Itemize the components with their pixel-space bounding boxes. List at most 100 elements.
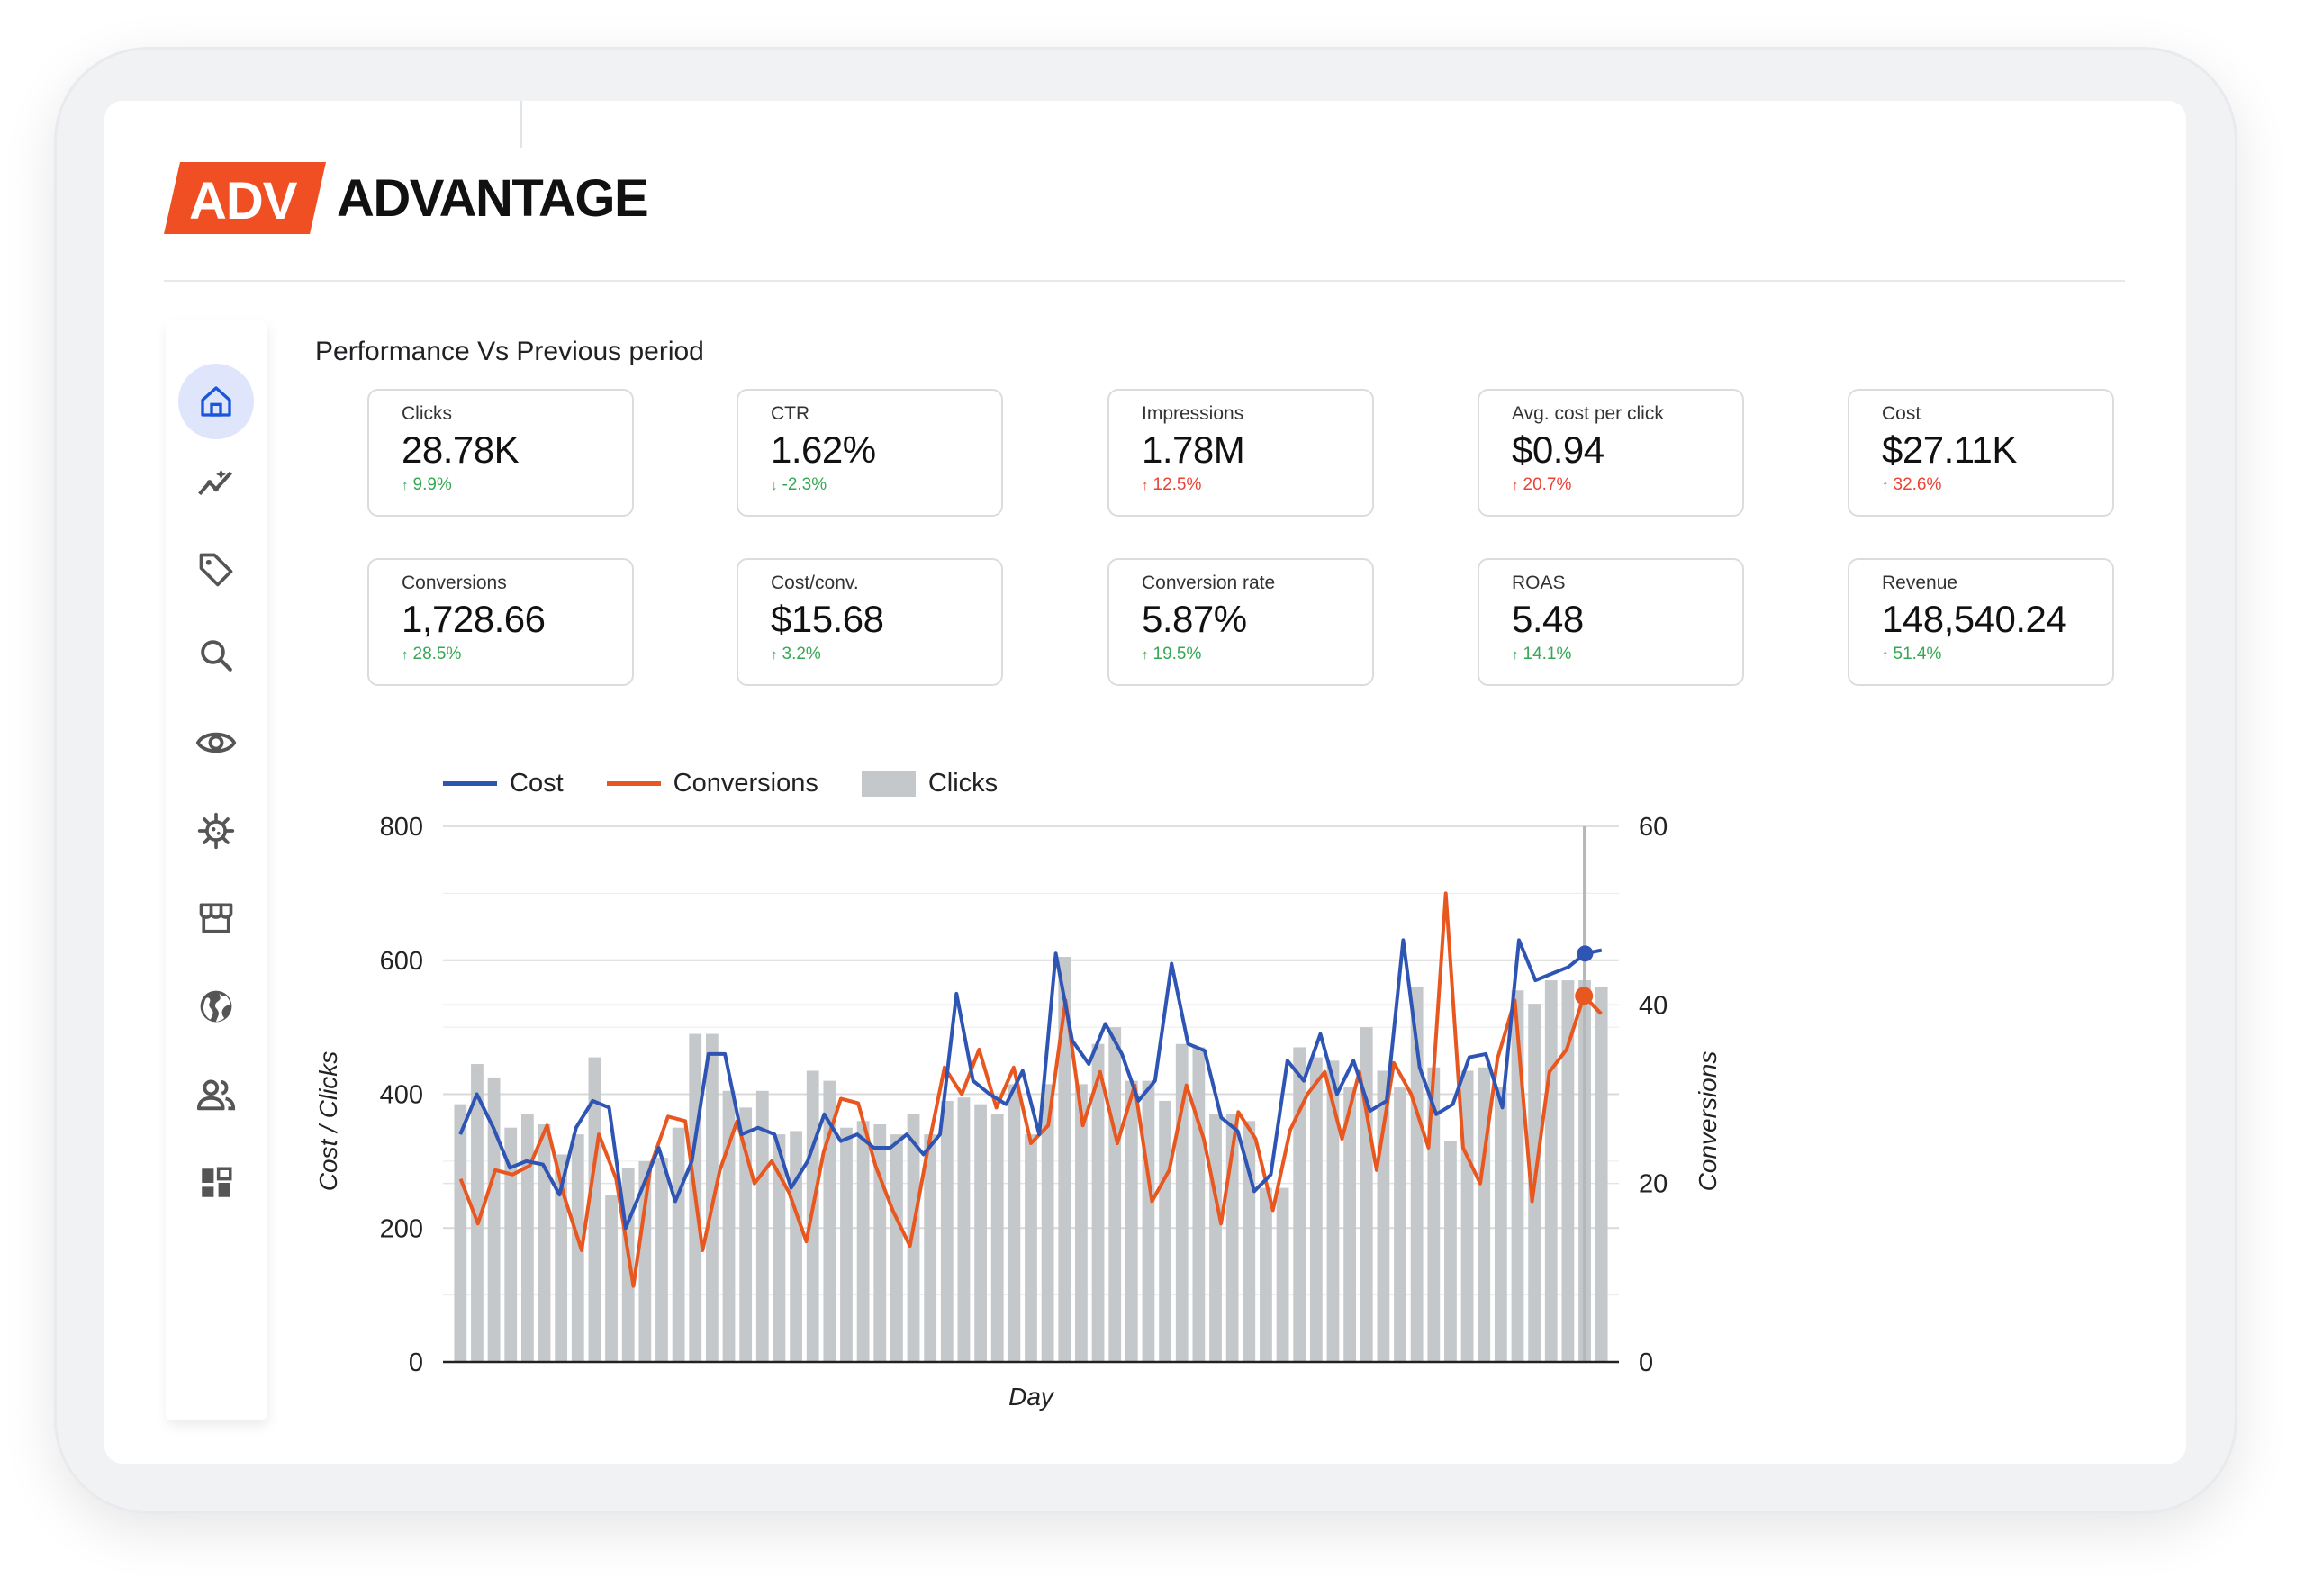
legend-item-conversions[interactable]: Conversions <box>606 769 818 798</box>
kpi-value: 1.78M <box>1142 428 1245 471</box>
legend-label-cost: Cost <box>510 769 564 798</box>
clicks-bar <box>1041 1084 1054 1362</box>
clicks-bar <box>890 1134 903 1362</box>
kpi-card-clicks[interactable]: Clicks 28.78K ↑ 9.9% <box>367 389 634 517</box>
y2-tick-label: 20 <box>1639 1170 1668 1199</box>
conversions-point-highlight <box>1575 987 1594 1005</box>
kpi-card-roas[interactable]: ROAS 5.48 ↑ 14.1% <box>1478 558 1744 686</box>
clicks-bar <box>1260 1187 1272 1362</box>
kpi-change-value: 20.7% <box>1523 475 1572 494</box>
kpi-change: ↑ 9.9% <box>402 475 632 495</box>
clicks-bar <box>538 1123 551 1362</box>
nav-trends[interactable] <box>178 445 254 520</box>
kpi-card-avg-cost-per-click[interactable]: Avg. cost per click $0.94 ↑ 20.7% <box>1478 389 1744 517</box>
sidebar-nav <box>166 320 267 1420</box>
arrow-up-icon: ↑ <box>402 477 409 493</box>
arrow-up-icon: ↑ <box>1882 477 1889 493</box>
clicks-bar <box>1293 1047 1306 1362</box>
kpi-card-conversion-rate[interactable]: Conversion rate 5.87% ↑ 19.5% <box>1107 558 1374 686</box>
clicks-bar <box>1276 1187 1289 1362</box>
clicks-bar <box>1494 1087 1507 1362</box>
store-icon <box>199 903 233 933</box>
clicks-bar <box>823 1080 836 1362</box>
nav-tags[interactable] <box>178 532 254 608</box>
globe-icon <box>200 990 232 1023</box>
y2-tick-label: 0 <box>1639 1348 1653 1377</box>
y2-axis-title: Conversions <box>1694 1051 1722 1192</box>
kpi-change-value: 14.1% <box>1523 645 1572 663</box>
clicks-bar <box>1360 1027 1373 1362</box>
header-divider <box>164 280 2125 282</box>
kpi-card-cost[interactable]: Cost $27.11K ↑ 32.6% <box>1848 389 2114 517</box>
kpi-card-conversions[interactable]: Conversions 1,728.66 ↑ 28.5% <box>367 558 634 686</box>
y-tick-label: 200 <box>380 1214 423 1243</box>
eye-icon <box>195 732 237 753</box>
kpi-label: Conversions <box>402 573 507 593</box>
clicks-bar <box>571 1134 584 1362</box>
kpi-change: ↑ 3.2% <box>771 645 1001 664</box>
legend-item-clicks[interactable]: Clicks <box>861 769 998 798</box>
nav-search[interactable] <box>178 618 254 693</box>
nav-diagnostics[interactable] <box>178 793 254 869</box>
clicks-bar <box>773 1134 786 1362</box>
arrow-up-icon: ↑ <box>1512 646 1519 663</box>
home-icon <box>201 386 231 417</box>
clicks-bar <box>1058 957 1071 1362</box>
legend-item-cost[interactable]: Cost <box>443 769 564 798</box>
cost-line <box>458 938 1603 1231</box>
nav-store[interactable] <box>178 880 254 956</box>
chart-legend: Cost Conversions Clicks <box>443 769 1041 798</box>
clicks-bar <box>555 1154 568 1362</box>
clicks-bar <box>454 1104 467 1362</box>
arrow-up-icon: ↑ <box>1512 477 1519 493</box>
arrow-up-icon: ↑ <box>1142 477 1149 493</box>
clicks-bar <box>638 1160 652 1362</box>
kpi-change: ↑ 12.5% <box>1142 475 1372 495</box>
clicks-bar <box>1410 987 1424 1362</box>
kpi-card-revenue[interactable]: Revenue 148,540.24 ↑ 51.4% <box>1848 558 2114 686</box>
nav-home[interactable] <box>178 364 254 439</box>
clicks-bar <box>1091 1043 1105 1362</box>
y-axis-title: Cost / Clicks <box>314 1051 342 1192</box>
kpi-label: Avg. cost per click <box>1512 403 1664 424</box>
brand-logo[interactable]: ADV ADVANTAGE <box>164 162 649 234</box>
clicks-bar <box>1377 1070 1390 1362</box>
kpi-value: 1,728.66 <box>402 598 546 640</box>
virus-icon <box>197 812 235 850</box>
clicks-bar <box>907 1114 920 1362</box>
window-edge-line <box>520 101 522 148</box>
users-icon <box>196 1079 236 1111</box>
nav-visibility[interactable] <box>178 705 254 780</box>
arrow-up-icon: ↑ <box>771 646 778 663</box>
kpi-label: Cost <box>1882 403 1921 424</box>
kpi-card-cost-conv[interactable]: Cost/conv. $15.68 ↑ 3.2% <box>737 558 1003 686</box>
kpi-label: Cost/conv. <box>771 573 859 593</box>
clicks-bar <box>1544 980 1558 1362</box>
kpi-change-value: -2.3% <box>782 475 827 494</box>
kpi-change-value: 32.6% <box>1893 475 1942 494</box>
kpi-change-value: 19.5% <box>1152 645 1202 663</box>
clicks-bar <box>957 1097 971 1362</box>
legend-swatch-clicks <box>861 771 916 797</box>
kpi-change: ↑ 32.6% <box>1882 475 2112 495</box>
kpi-card-impressions[interactable]: Impressions 1.78M ↑ 12.5% <box>1107 389 1374 517</box>
kpi-card-ctr[interactable]: CTR 1.62% ↓ -2.3% <box>737 389 1003 517</box>
legend-swatch-cost <box>443 781 497 786</box>
legend-swatch-conversions <box>606 781 661 786</box>
clicks-bar <box>1142 1080 1155 1362</box>
clicks-bar <box>471 1064 484 1362</box>
kpi-change-value: 12.5% <box>1152 475 1202 494</box>
nav-audience[interactable] <box>178 1057 254 1132</box>
clicks-bar <box>1561 980 1575 1362</box>
clicks-bar <box>1444 1141 1457 1362</box>
nav-global[interactable] <box>178 969 254 1044</box>
nav-dashboard[interactable] <box>178 1145 254 1221</box>
kpi-value: $27.11K <box>1882 428 2017 471</box>
arrow-up-icon: ↑ <box>402 646 409 663</box>
kpi-value: 28.78K <box>402 428 520 471</box>
kpi-change: ↑ 28.5% <box>402 645 632 664</box>
kpi-value: $15.68 <box>771 598 884 640</box>
kpi-change-value: 3.2% <box>782 645 821 663</box>
kpi-change: ↓ -2.3% <box>771 475 1001 495</box>
clicks-bar <box>1460 1070 1474 1362</box>
